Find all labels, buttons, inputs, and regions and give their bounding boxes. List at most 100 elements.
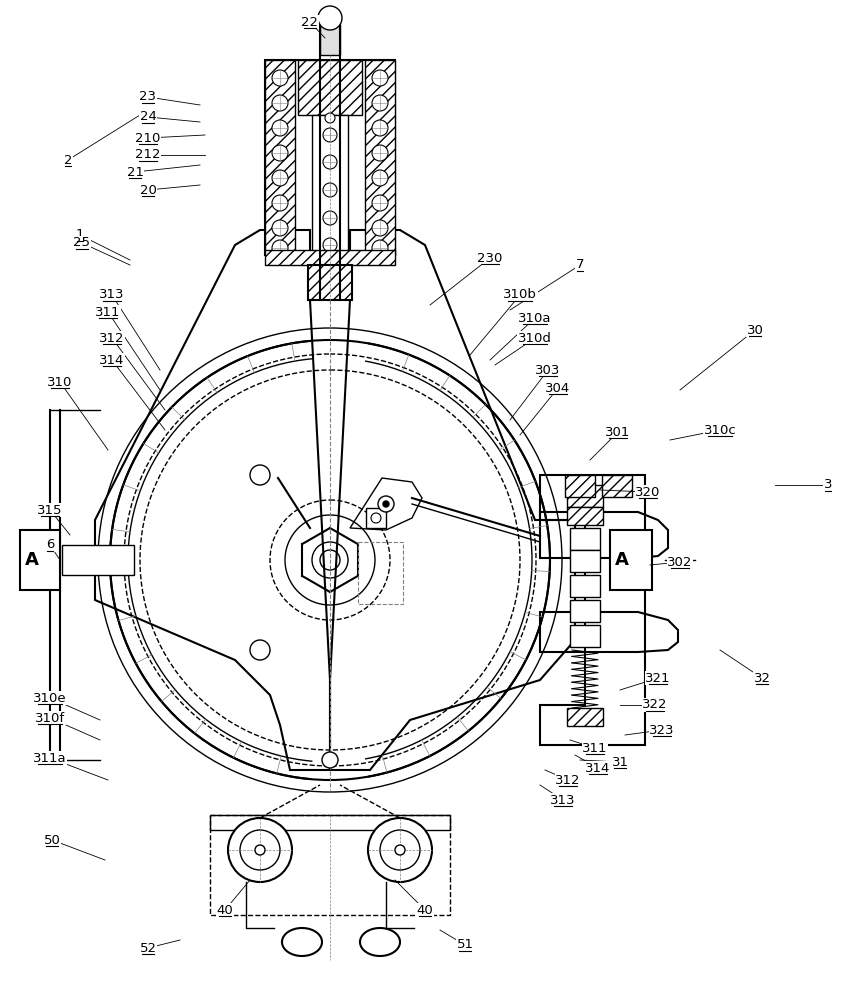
- Text: 304: 304: [545, 381, 571, 394]
- Text: 322: 322: [642, 698, 668, 712]
- Text: 311: 311: [95, 306, 121, 318]
- Circle shape: [325, 113, 335, 123]
- Circle shape: [228, 818, 292, 882]
- Bar: [312, 115, 348, 255]
- Text: 24: 24: [139, 110, 157, 123]
- Bar: [265, 60, 295, 255]
- Text: 31: 31: [612, 756, 629, 768]
- Text: 302: 302: [667, 556, 693, 568]
- Circle shape: [323, 183, 337, 197]
- Text: 212: 212: [135, 148, 161, 161]
- Circle shape: [272, 220, 288, 236]
- Circle shape: [395, 845, 405, 855]
- Text: 1: 1: [76, 229, 84, 241]
- Bar: [567, 708, 603, 726]
- Bar: [366, 508, 386, 528]
- Text: 23: 23: [139, 91, 157, 104]
- Text: 311a: 311a: [33, 752, 67, 764]
- Circle shape: [272, 95, 288, 111]
- Text: 40: 40: [216, 904, 234, 916]
- Text: 301: 301: [606, 426, 631, 438]
- Text: 51: 51: [457, 938, 473, 952]
- Bar: [567, 485, 603, 507]
- Circle shape: [272, 70, 288, 86]
- Text: 22: 22: [302, 15, 318, 28]
- Bar: [320, 25, 340, 55]
- Text: 25: 25: [74, 236, 91, 249]
- Circle shape: [323, 155, 337, 169]
- Text: 3: 3: [823, 479, 832, 491]
- Circle shape: [322, 752, 338, 768]
- Circle shape: [383, 501, 389, 507]
- Circle shape: [372, 120, 388, 136]
- Bar: [298, 60, 362, 115]
- Circle shape: [250, 465, 270, 485]
- Text: 314: 314: [586, 762, 611, 774]
- Bar: [570, 575, 600, 597]
- Circle shape: [372, 145, 388, 161]
- Text: 312: 312: [99, 332, 125, 344]
- Bar: [610, 530, 652, 590]
- Text: 323: 323: [650, 724, 675, 736]
- Bar: [308, 265, 352, 300]
- Text: 210: 210: [135, 131, 161, 144]
- Circle shape: [323, 128, 337, 142]
- Bar: [570, 528, 600, 550]
- Text: 40: 40: [417, 904, 433, 916]
- Bar: [210, 815, 450, 830]
- Text: 312: 312: [555, 774, 580, 786]
- Circle shape: [368, 818, 432, 882]
- Circle shape: [272, 170, 288, 186]
- Circle shape: [255, 845, 265, 855]
- Circle shape: [372, 70, 388, 86]
- Text: 52: 52: [139, 942, 157, 954]
- Text: 303: 303: [535, 363, 561, 376]
- Text: 30: 30: [746, 324, 764, 336]
- Circle shape: [372, 170, 388, 186]
- Bar: [265, 250, 395, 265]
- Text: 313: 313: [550, 794, 576, 806]
- Text: 21: 21: [126, 165, 144, 178]
- Circle shape: [272, 240, 288, 256]
- Circle shape: [372, 220, 388, 236]
- Circle shape: [272, 120, 288, 136]
- Text: 32: 32: [753, 672, 771, 684]
- Circle shape: [272, 195, 288, 211]
- Text: 7: 7: [576, 258, 584, 271]
- Text: 20: 20: [139, 184, 157, 196]
- Text: A: A: [25, 551, 39, 569]
- Text: 320: 320: [635, 486, 661, 498]
- Bar: [265, 60, 395, 255]
- Text: 6: 6: [46, 538, 54, 552]
- Circle shape: [318, 6, 342, 30]
- Text: 310: 310: [48, 375, 73, 388]
- Text: 310a: 310a: [518, 312, 552, 324]
- Text: 310b: 310b: [503, 288, 537, 302]
- Bar: [602, 475, 632, 497]
- Bar: [570, 550, 600, 572]
- Bar: [210, 815, 450, 915]
- Text: 310c: 310c: [703, 424, 736, 436]
- Circle shape: [380, 830, 420, 870]
- Circle shape: [372, 95, 388, 111]
- Bar: [570, 600, 600, 622]
- Bar: [358, 542, 403, 604]
- Text: 230: 230: [477, 251, 503, 264]
- Text: 50: 50: [43, 834, 61, 846]
- Text: 314: 314: [99, 354, 125, 366]
- Bar: [365, 60, 395, 255]
- Bar: [570, 625, 600, 647]
- Circle shape: [372, 195, 388, 211]
- Text: 321: 321: [645, 672, 670, 684]
- Circle shape: [323, 211, 337, 225]
- Circle shape: [372, 240, 388, 256]
- Text: 315: 315: [37, 504, 63, 516]
- Text: 310f: 310f: [35, 712, 65, 724]
- Circle shape: [250, 640, 270, 660]
- Bar: [20, 530, 60, 590]
- Bar: [62, 545, 134, 575]
- Text: A: A: [615, 551, 629, 569]
- Text: 310e: 310e: [33, 692, 67, 704]
- Text: 310d: 310d: [518, 332, 552, 344]
- Text: 313: 313: [99, 288, 125, 302]
